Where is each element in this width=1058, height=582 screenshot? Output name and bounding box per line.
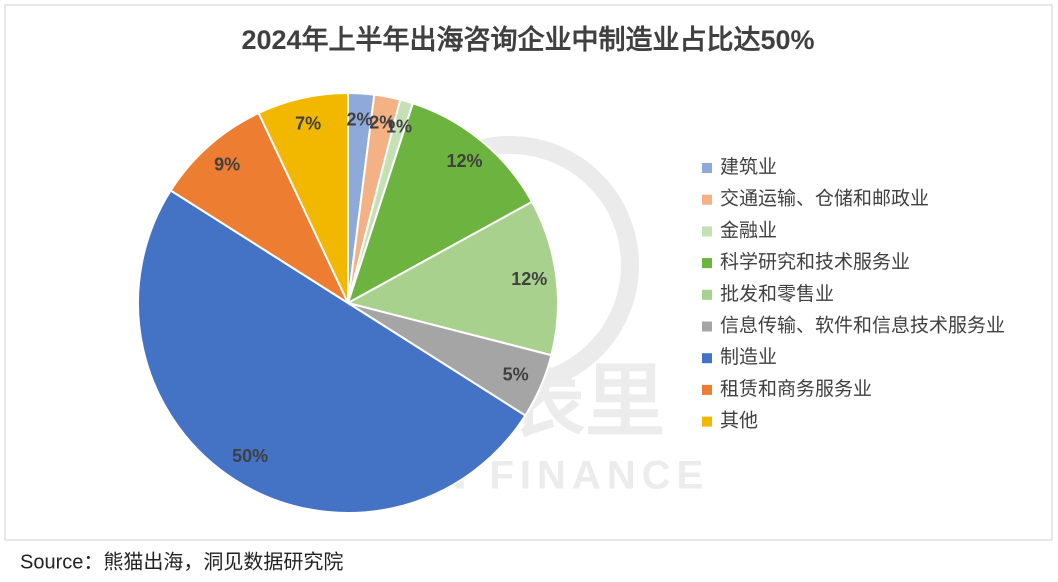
legend-label: 信息传输、软件和信息技术服务业 xyxy=(720,315,1005,337)
legend-label: 租赁和商务服务业 xyxy=(720,378,872,400)
legend-label: 交通运输、仓储和邮政业 xyxy=(720,188,929,210)
pie-slice xyxy=(169,111,351,306)
legend-swatch xyxy=(702,384,712,395)
legend-label: 金融业 xyxy=(720,219,777,241)
pie-slice xyxy=(346,102,534,306)
legend-swatch xyxy=(702,321,712,332)
legend-label: 其他 xyxy=(720,410,758,432)
data-label: 50% xyxy=(232,446,268,466)
legend-label: 制造业 xyxy=(720,346,777,368)
data-label: 2% xyxy=(346,109,372,129)
data-label: 12% xyxy=(446,151,482,171)
data-label: 9% xyxy=(214,155,240,175)
pie-slice xyxy=(257,91,349,304)
legend-swatch xyxy=(702,194,712,205)
data-label: 2% xyxy=(369,112,395,132)
legend-swatch xyxy=(702,416,712,427)
legend-swatch xyxy=(702,163,712,173)
pie: 2%2%1%12%12%5%50%9%7% xyxy=(137,91,559,514)
data-label: 5% xyxy=(503,364,529,384)
chart-title: 2024年上半年出海咨询企业中制造业占比达50% xyxy=(241,24,814,55)
legend-swatch xyxy=(702,258,712,269)
pie-slice xyxy=(137,189,527,514)
legend-swatch xyxy=(702,353,712,364)
source-note: Source：熊猫出海，洞见数据研究院 xyxy=(20,550,343,573)
legend-swatch xyxy=(702,289,712,300)
data-label: 1% xyxy=(386,116,412,136)
legend-label: 批发和零售业 xyxy=(720,283,834,305)
legend-swatch xyxy=(702,226,712,237)
data-label: 12% xyxy=(511,269,547,289)
pie-slice xyxy=(345,200,559,357)
legend-label: 科学研究和技术服务业 xyxy=(720,251,910,273)
legend-label: 建筑业 xyxy=(720,156,777,178)
data-label: 7% xyxy=(295,113,321,133)
legend: 建筑业交通运输、仓储和邮政业金融业科学研究和技术服务业批发和零售业信息传输、软件… xyxy=(702,156,1005,432)
